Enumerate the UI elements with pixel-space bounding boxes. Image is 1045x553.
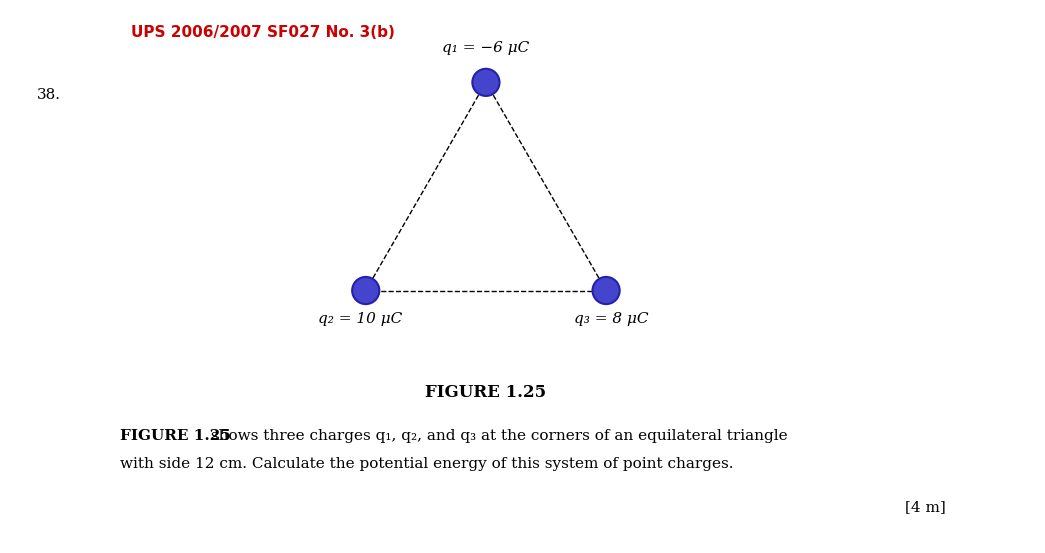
Text: q₃ = 8 μC: q₃ = 8 μC bbox=[574, 312, 649, 326]
Text: with side 12 cm. Calculate the potential energy of this system of point charges.: with side 12 cm. Calculate the potential… bbox=[120, 457, 734, 471]
Text: FIGURE 1.25: FIGURE 1.25 bbox=[120, 429, 231, 442]
Ellipse shape bbox=[352, 277, 379, 304]
Ellipse shape bbox=[593, 277, 620, 304]
Ellipse shape bbox=[472, 69, 500, 96]
Text: shows three charges q₁, q₂, and q₃ at the corners of an equilateral triangle: shows three charges q₁, q₂, and q₃ at th… bbox=[206, 429, 788, 442]
Text: q₂ = 10 μC: q₂ = 10 μC bbox=[319, 312, 402, 326]
Text: FIGURE 1.25: FIGURE 1.25 bbox=[425, 384, 547, 401]
Text: [4 m]: [4 m] bbox=[905, 500, 946, 514]
Text: q₁ = −6 μC: q₁ = −6 μC bbox=[442, 41, 530, 55]
Text: UPS 2006/2007 SF027 No. 3(b): UPS 2006/2007 SF027 No. 3(b) bbox=[131, 25, 395, 40]
Text: 38.: 38. bbox=[37, 88, 61, 102]
